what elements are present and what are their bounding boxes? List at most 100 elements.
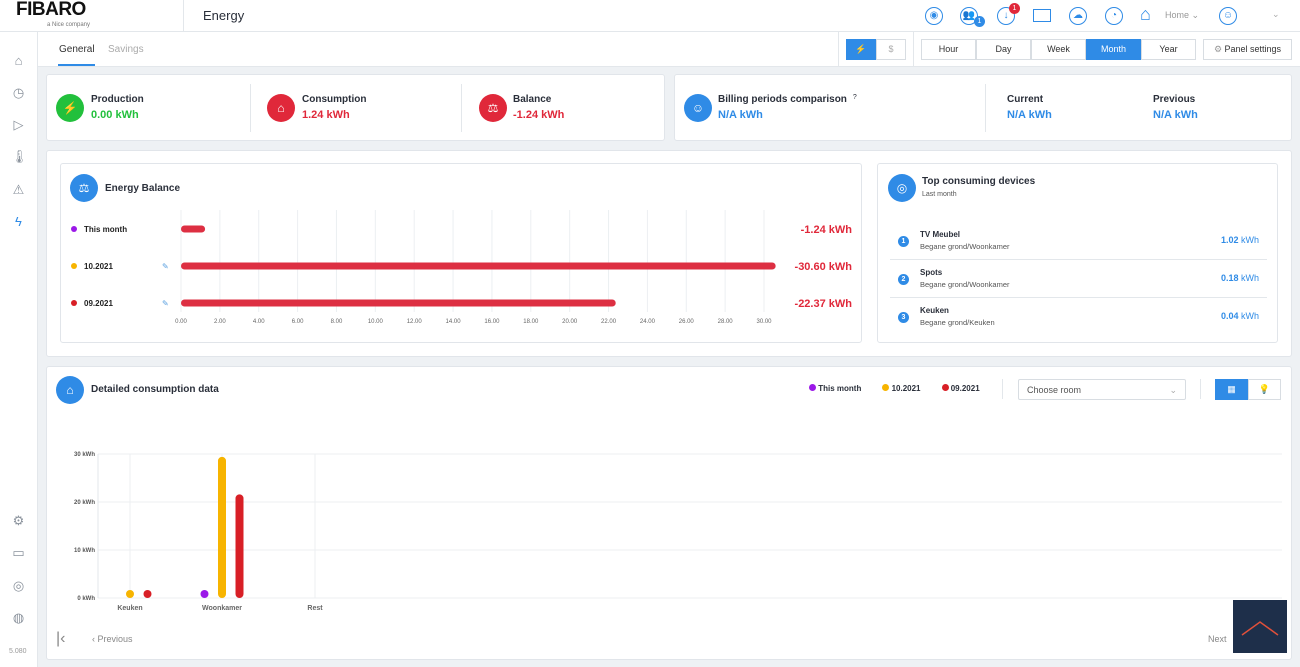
balance-value-label: -1.24 kWh (801, 224, 853, 236)
tab-savings[interactable]: Savings (108, 44, 144, 55)
energy-icon[interactable]: ϟ (15, 214, 22, 229)
location-select[interactable]: Home ⌄ (1165, 10, 1200, 20)
help-icon[interactable]: ◍ (12, 610, 25, 625)
user-profile-icon[interactable]: ☺ (1219, 7, 1237, 25)
weather-icon[interactable]: ☁ (1069, 7, 1087, 25)
scenes-icon[interactable]: ◷ (12, 85, 25, 100)
x-tick-label: 30.00 (756, 319, 772, 325)
choose-room-select[interactable]: Choose room ⌄ (1018, 379, 1186, 400)
consumption-bar (200, 590, 209, 598)
balance-label: Balance (513, 94, 552, 105)
scroll-to-top-button[interactable] (1233, 600, 1287, 653)
x-tick-label: Keuken (117, 605, 142, 612)
gear-icon: ⚙ (1213, 44, 1225, 54)
fibaro-logo[interactable]: FIBARO (16, 0, 86, 20)
current-label: Current (1007, 94, 1044, 105)
summary-card (46, 74, 665, 141)
legend-item[interactable]: 10.2021 (882, 384, 921, 393)
money-unit-button[interactable]: $ (876, 39, 906, 60)
rank-badge: 1 (898, 236, 909, 247)
divider (985, 84, 986, 132)
legend-label: This month (818, 384, 862, 393)
chevron-down-icon: ⌄ (1169, 385, 1177, 395)
download-icon[interactable]: ↓ (997, 7, 1015, 25)
device-value-number: 0.18 (1220, 273, 1239, 283)
detail-icon: ⌂ (56, 376, 84, 404)
home-icon[interactable]: ⌂ (14, 53, 23, 68)
device-view-button[interactable]: 💡 (1248, 379, 1281, 400)
legend-dot (809, 384, 816, 391)
device-row[interactable]: 2 Spots Begane grond/Woonkamer 0.18 kWh (890, 260, 1267, 298)
chevron-down-icon[interactable]: ⌄ (1272, 9, 1280, 19)
device-row[interactable]: 1 TV Meubel Begane grond/Woonkamer 1.02 … (890, 222, 1267, 260)
device-value-unit: kWh (1241, 311, 1259, 321)
current-value: N/A kWh (1007, 109, 1052, 121)
production-label: Production (91, 94, 144, 105)
balance-value-label: -30.60 kWh (795, 261, 853, 273)
clock-icon[interactable]: ◔ (1105, 7, 1123, 25)
tab-general[interactable]: General (59, 44, 95, 55)
series-dot (71, 226, 77, 232)
consumption-bar (235, 494, 244, 598)
top-devices-icon: ◎ (888, 174, 916, 202)
device-value-unit: kWh (1241, 235, 1259, 245)
terminal-icon[interactable]: ▭ (12, 545, 25, 560)
period-week-button[interactable]: Week (1031, 39, 1086, 60)
edit-icon: ✎ (162, 262, 169, 271)
device-name: TV Meubel (920, 230, 961, 239)
first-page-icon[interactable]: |‹ (56, 630, 66, 647)
period-day-button[interactable]: Day (976, 39, 1031, 60)
y-tick-label: 30 kWh (74, 452, 95, 458)
x-tick-label: 24.00 (640, 319, 656, 325)
network-icon[interactable]: ◎ (12, 578, 25, 593)
device-value-number: 1.02 (1220, 235, 1239, 245)
x-tick-label: 10.00 (368, 319, 384, 325)
detail-consumption-chart: 0 kWh 10 kWh 20 kWh 30 kWh Keuken Woonkamer Re… (74, 452, 1282, 612)
period-year-button[interactable]: Year (1141, 39, 1196, 60)
previous-button[interactable]: ‹ Previous (92, 634, 133, 644)
previous-value: N/A kWh (1153, 109, 1198, 121)
alarm-icon[interactable]: ◉ (925, 7, 943, 25)
category-label: 09.2021 (84, 299, 113, 308)
next-button[interactable]: Next (1208, 634, 1227, 644)
x-tick-label: 12.00 (407, 319, 423, 325)
consumption-bar (143, 590, 152, 598)
consumption-bar (218, 456, 226, 598)
energy-balance-chart: 0.00 2.00 4.00 6.00 8.00 10.00 12.00 14.00 16.00… (71, 210, 853, 325)
legend-label: 09.2021 (950, 384, 980, 393)
media-icon[interactable]: ▷ (13, 117, 24, 132)
billing-value: N/A kWh (718, 109, 763, 121)
device-value: 0.18 kWh (1221, 273, 1259, 283)
billing-heading: Billing periods comparison ? (718, 94, 857, 105)
device-room: Begane grond/Woonkamer (920, 242, 1010, 251)
consumption-bar (126, 590, 134, 598)
alarm-icon[interactable]: ⚠ (12, 182, 25, 197)
energy-balance-icon: ⚖ (70, 174, 98, 202)
help-icon[interactable]: ? (852, 94, 857, 101)
consumption-label: Consumption (302, 94, 367, 105)
device-room: Begane grond/Woonkamer (920, 280, 1010, 289)
x-tick-label: 22.00 (601, 319, 617, 325)
legend-item[interactable]: 09.2021 (941, 384, 980, 393)
period-hour-button[interactable]: Hour (921, 39, 976, 60)
version-label: 5.080 (9, 648, 27, 655)
chart-legend: This month 10.2021 09.2021 (809, 384, 980, 393)
legend-item[interactable]: This month (809, 384, 861, 393)
detail-title: Detailed consumption data (91, 384, 219, 395)
energy-unit-button[interactable]: ⚡ (846, 39, 876, 60)
device-row[interactable]: 3 Keuken Begane grond/Keuken 0.04 kWh (890, 298, 1267, 336)
period-selector: Hour Day Week Month Year (921, 39, 1196, 60)
room-view-button[interactable]: ▦ (1215, 379, 1248, 400)
x-tick-label: 6.00 (292, 319, 304, 325)
x-tick-label: Rest (307, 605, 323, 612)
top-devices-card (877, 163, 1278, 343)
mail-icon[interactable] (1033, 9, 1051, 22)
balance-value-label: -22.37 kWh (795, 298, 853, 310)
home-icon[interactable]: ⌂ (1140, 4, 1151, 24)
panel-settings-button[interactable]: ⚙ Panel settings (1203, 39, 1292, 60)
period-month-button[interactable]: Month (1086, 39, 1141, 60)
device-value-unit: kWh (1241, 273, 1259, 283)
category-label: 10.2021 (84, 262, 113, 271)
climate-icon[interactable]: 🌡 (11, 149, 28, 164)
settings-icon[interactable]: ⚙ (12, 513, 25, 528)
